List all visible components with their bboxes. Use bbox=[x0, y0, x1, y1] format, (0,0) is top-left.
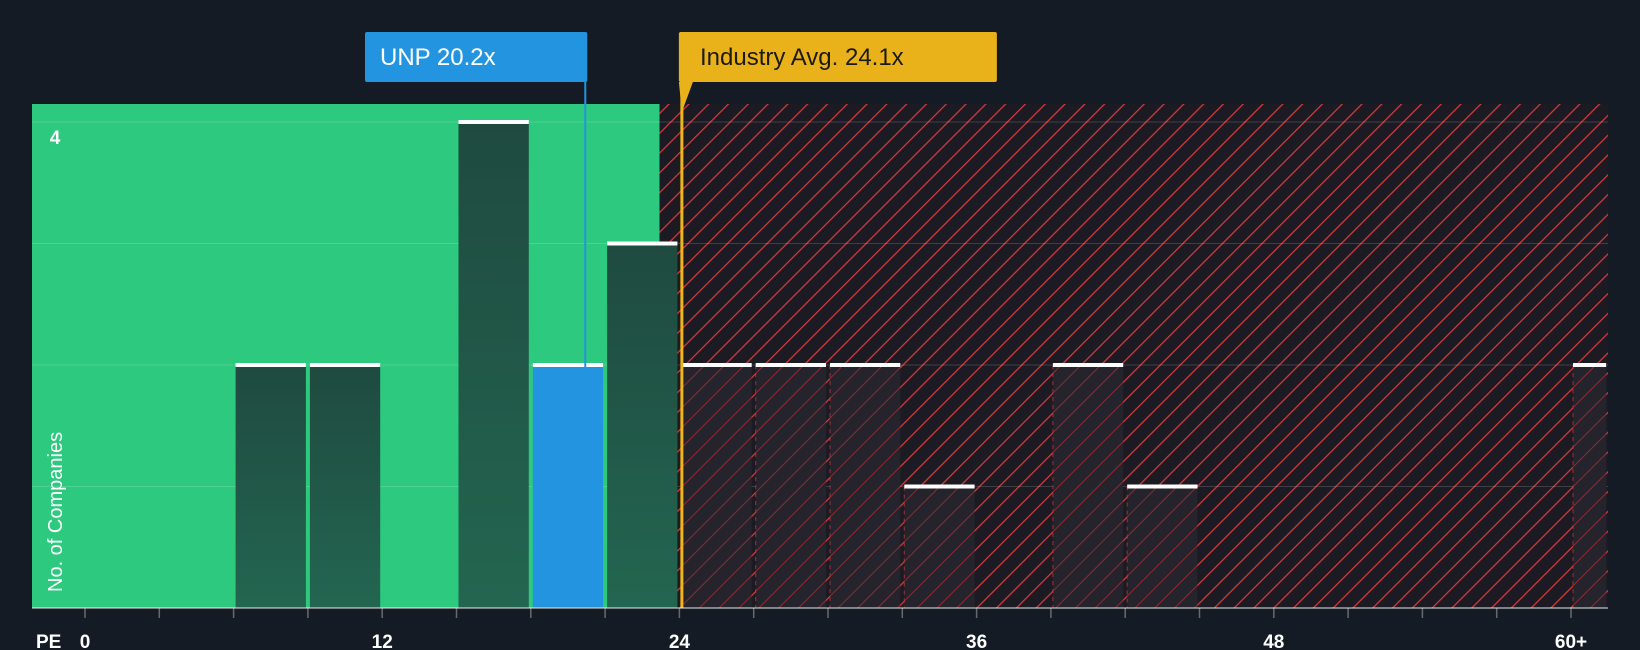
bar-cap bbox=[904, 484, 975, 489]
bar-cap bbox=[235, 363, 306, 367]
x-tick-labels: 0 12 24 36 48 60+ bbox=[80, 632, 1587, 650]
bar-body bbox=[532, 365, 604, 608]
histogram-bar bbox=[680, 363, 752, 608]
bar-cap bbox=[1573, 363, 1607, 367]
company-callout: UNP 20.2x bbox=[365, 32, 588, 82]
bar-cap bbox=[681, 363, 752, 367]
x-axis-title: PE bbox=[36, 632, 61, 650]
y-tick-label: 4 bbox=[50, 128, 61, 149]
histogram-bar bbox=[1572, 363, 1607, 608]
industry-callout-label: Industry Avg. 24.1x bbox=[700, 44, 904, 71]
industry-callout-box bbox=[678, 32, 997, 82]
bar-cap bbox=[1127, 484, 1198, 489]
histogram-bar bbox=[1126, 484, 1198, 608]
x-tick-label: 36 bbox=[966, 632, 987, 650]
bar-body bbox=[830, 365, 901, 608]
x-tick-label: 0 bbox=[80, 632, 91, 650]
x-tick-label: 48 bbox=[1263, 632, 1284, 650]
histogram-bar bbox=[829, 363, 901, 608]
company-callout-box bbox=[365, 32, 588, 82]
histogram-bar bbox=[458, 120, 529, 608]
bar-body bbox=[755, 365, 826, 608]
bar-cap bbox=[309, 363, 381, 367]
bar-body bbox=[607, 243, 678, 608]
bar-body bbox=[235, 365, 306, 608]
bar-cap bbox=[458, 120, 529, 124]
y-axis: 4 No. of Companies bbox=[45, 128, 67, 592]
histogram-bar bbox=[309, 363, 381, 608]
industry-callout: Industry Avg. 24.1x bbox=[678, 32, 997, 112]
bar-body bbox=[904, 486, 975, 608]
bar-cap bbox=[532, 363, 604, 367]
x-axis: 0 12 24 36 48 60+ PE bbox=[32, 607, 1608, 650]
histogram-bar bbox=[1052, 363, 1124, 608]
x-tick-label: 60+ bbox=[1555, 632, 1587, 650]
bar-body bbox=[1573, 365, 1607, 608]
histogram-bar bbox=[235, 363, 306, 608]
histogram-bar bbox=[607, 241, 678, 608]
industry-callout-pointer bbox=[678, 82, 693, 112]
company-callout-label: UNP 20.2x bbox=[380, 44, 496, 71]
bar-body bbox=[1052, 365, 1124, 608]
bar-body bbox=[458, 122, 529, 608]
x-minor-ticks bbox=[84, 608, 1572, 618]
histogram-bar bbox=[903, 484, 975, 608]
histogram-bar bbox=[532, 363, 604, 608]
bar-cap bbox=[830, 363, 901, 367]
x-tick-label: 24 bbox=[669, 632, 691, 650]
histogram-bars bbox=[235, 120, 1607, 608]
bar-cap bbox=[755, 363, 826, 367]
bar-body bbox=[681, 365, 752, 608]
y-axis-title: No. of Companies bbox=[45, 432, 67, 592]
x-tick-label: 12 bbox=[372, 632, 393, 650]
reference-lines bbox=[584, 80, 684, 608]
y-tick-labels: 4 bbox=[50, 128, 61, 149]
bar-cap bbox=[1052, 363, 1124, 367]
bar-body bbox=[309, 365, 381, 608]
histogram-bar bbox=[755, 363, 826, 608]
bar-body bbox=[1127, 486, 1198, 608]
bar-cap bbox=[607, 241, 678, 246]
